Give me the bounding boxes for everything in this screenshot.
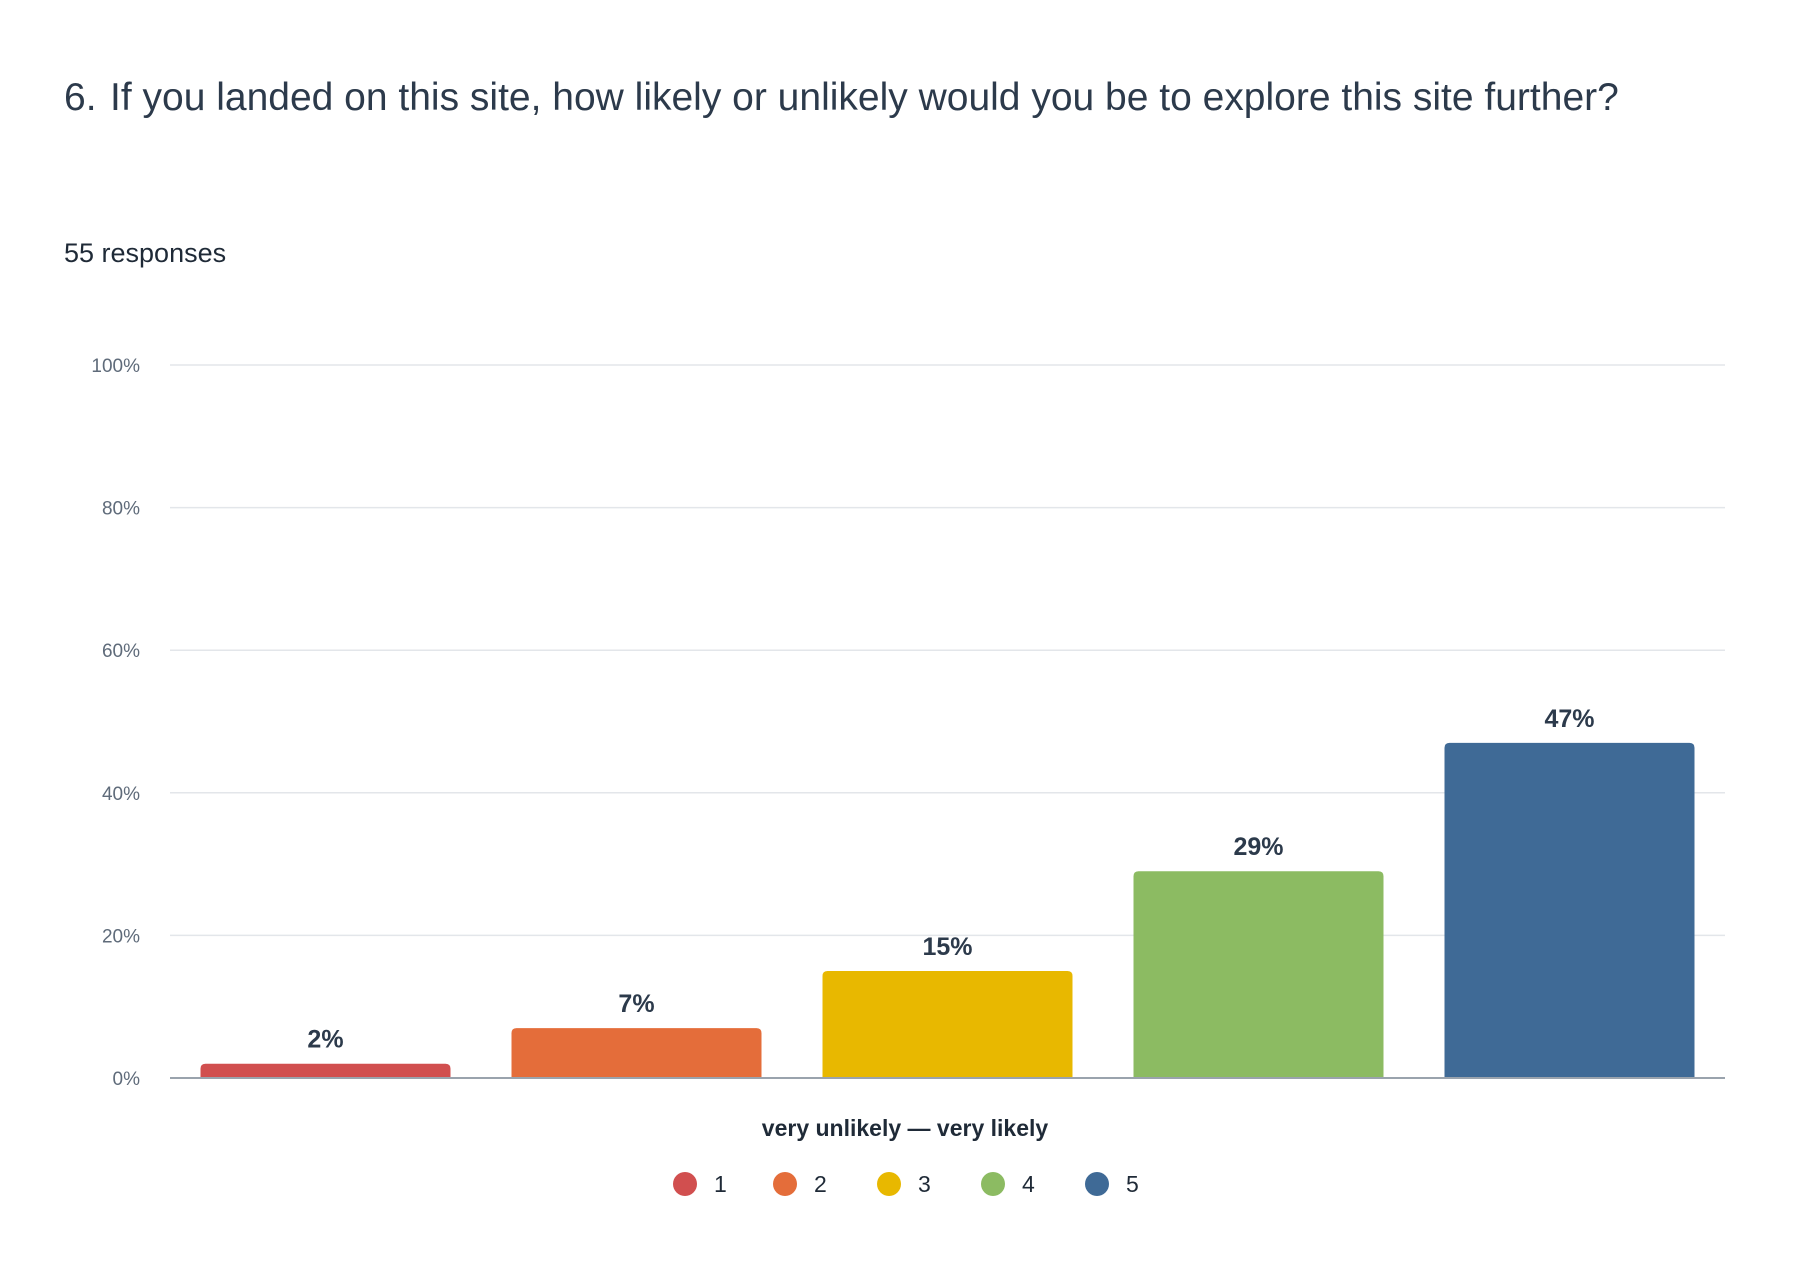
question-title: If you landed on this site, how likely o… (110, 76, 1619, 119)
data-label-5: 47% (1544, 705, 1594, 733)
y-tick-label: 0% (113, 1069, 141, 1090)
legend-swatch-1 (673, 1172, 697, 1196)
legend-swatch-3 (877, 1172, 901, 1196)
x-axis-label: very unlikely — very likely (762, 1115, 1049, 1141)
question-header: 6. If you landed on this site, how likel… (64, 66, 1704, 130)
data-label-4: 29% (1233, 833, 1283, 861)
y-tick-label: 80% (102, 499, 140, 520)
bar-2 (511, 1028, 762, 1078)
bar-chart: 0% 20% 40% 60% 80% 100% 2% 7% 15% 29% 47% very unli… (91, 356, 1725, 1197)
legend-label-4: 4 (1022, 1171, 1035, 1197)
legend-label-3: 3 (918, 1171, 931, 1197)
question-number: 6. (64, 76, 97, 119)
legend-label-5: 5 (1126, 1171, 1139, 1197)
legend-label-1: 1 (714, 1171, 727, 1197)
bar-3 (822, 971, 1073, 1078)
bar-4 (1133, 871, 1384, 1078)
legend-swatch-4 (981, 1172, 1005, 1196)
data-label-1: 2% (307, 1026, 343, 1054)
data-label-3: 15% (922, 933, 972, 961)
legend-swatch-5 (1085, 1172, 1109, 1196)
legend-label-2: 2 (814, 1171, 827, 1197)
y-tick-label: 40% (102, 784, 140, 805)
bar-5 (1444, 742, 1695, 1078)
legend-swatch-2 (773, 1172, 797, 1196)
response-count: 55 responses (64, 238, 227, 268)
data-label-2: 7% (618, 990, 654, 1018)
y-tick-label: 20% (102, 926, 140, 947)
bar-1 (200, 1063, 451, 1078)
y-tick-label: 60% (102, 641, 140, 662)
y-tick-label: 100% (91, 356, 140, 377)
